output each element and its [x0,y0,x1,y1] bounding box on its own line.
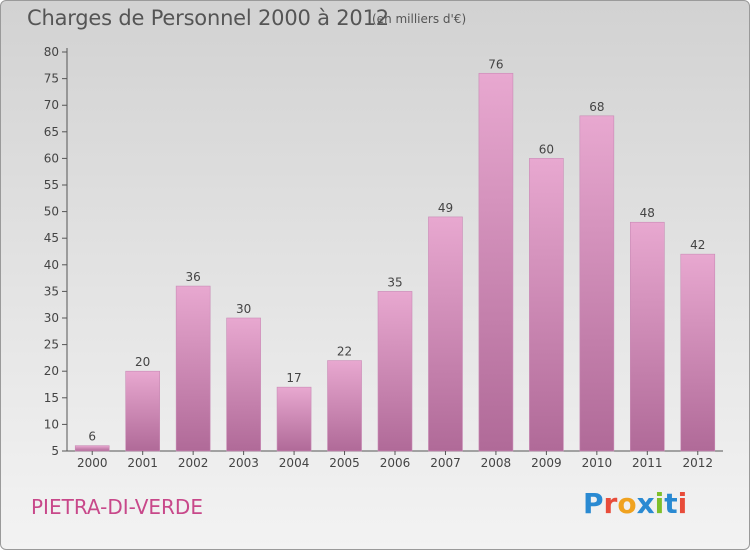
y-tick-label: 40 [44,258,59,272]
unit-note: (en milliers d'€) [372,12,467,26]
chart-title: Charges de Personnel 2000 à 2012 [27,6,389,30]
y-tick-label: 65 [44,125,59,139]
bar [276,386,312,452]
y-tick-label: 45 [44,231,59,245]
bar [74,445,110,452]
x-tick-label: 2004 [279,456,310,470]
y-tick-label: 70 [44,98,59,112]
x-tick-label: 2002 [178,456,209,470]
data-label: 6 [88,430,96,444]
x-tick-label: 2003 [228,456,259,470]
y-tick-label: 30 [44,311,59,325]
y-tick-label: 60 [44,151,59,165]
y-tick-label: 75 [44,72,59,86]
y-tick-label: 55 [44,178,59,192]
x-tick-label: 2001 [127,456,158,470]
bar [125,370,160,452]
x-tick-label: 2010 [582,456,613,470]
y-tick-label: 15 [44,391,59,405]
x-tick-label: 2006 [380,456,411,470]
data-label: 76 [488,57,503,71]
bar [377,291,413,452]
x-tick-label: 2007 [430,456,461,470]
data-label: 30 [236,302,251,316]
y-tick-label: 35 [44,284,59,298]
x-tick-label: 2008 [481,456,512,470]
proxiti-logo: Proxiti [583,487,688,520]
bar [428,216,463,452]
data-label: 42 [690,238,705,252]
data-label: 49 [438,201,453,215]
data-label: 60 [539,142,554,156]
y-tick-label: 20 [44,364,59,378]
y-tick-label: 25 [44,338,59,352]
x-tick-label: 2009 [531,456,562,470]
data-label: 48 [640,206,655,220]
bar [478,72,514,452]
x-tick-label: 2005 [329,456,360,470]
data-label: 35 [387,275,402,289]
bar [630,221,665,452]
bar [175,285,211,452]
data-label: 22 [337,345,352,359]
bar [226,317,261,452]
location-label: PIETRA-DI-VERDE [31,495,203,519]
bar [327,360,362,452]
y-tick-label: 80 [44,45,59,59]
bar [529,158,564,452]
data-label: 36 [186,270,201,284]
y-tick-label: 10 [44,417,59,431]
x-tick-label: 2012 [682,456,713,470]
data-label: 68 [589,100,604,114]
y-tick-label: 5 [51,444,59,458]
bar [680,253,716,452]
data-label: 20 [135,355,150,369]
x-tick-label: 2011 [632,456,663,470]
x-tick-label: 2000 [77,456,108,470]
bar [579,115,615,452]
data-label: 17 [286,371,301,385]
y-tick-label: 50 [44,205,59,219]
